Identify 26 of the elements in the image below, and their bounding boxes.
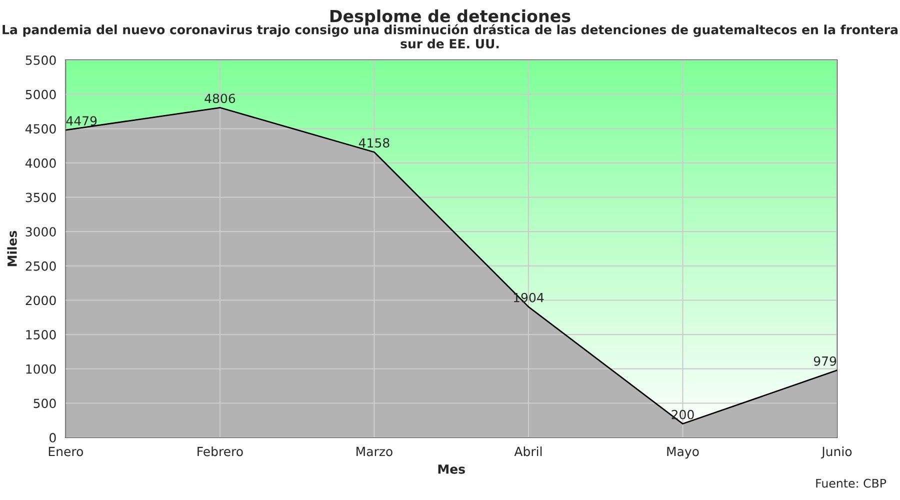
y-axis-title: Miles — [7, 230, 17, 266]
x-tick-label: Febrero — [198, 446, 243, 456]
y-tick-label: 3000 — [26, 227, 56, 237]
x-tick-label: Abril — [514, 446, 542, 456]
y-tick-label: 2500 — [26, 261, 56, 271]
x-tick-label: Marzo — [356, 446, 392, 456]
data-label: 4158 — [358, 138, 390, 148]
y-tick-label: 0 — [50, 432, 56, 442]
y-tick-label: 3500 — [26, 192, 56, 202]
data-label: 4806 — [204, 94, 236, 104]
data-label: 979 — [814, 356, 836, 366]
y-tick-label: 1500 — [26, 330, 56, 340]
source-note: Fuente: CBP — [816, 478, 886, 488]
data-label: 200 — [672, 410, 694, 420]
y-tick-label: 5500 — [26, 55, 56, 65]
x-axis-title: Mes — [438, 464, 465, 474]
x-tick-label: Mayo — [667, 446, 699, 459]
y-tick-label: 4500 — [25, 124, 56, 134]
y-tick-label: 2000 — [26, 296, 56, 306]
data-label: 4479 — [66, 116, 97, 126]
y-tick-label: 5000 — [26, 90, 56, 100]
y-tick-label: 500 — [34, 398, 56, 408]
x-tick-label: Enero — [48, 446, 84, 456]
x-tick-label: Junio — [821, 446, 852, 459]
y-tick-label: 4000 — [25, 158, 56, 168]
y-tick-label: 1000 — [26, 364, 56, 374]
